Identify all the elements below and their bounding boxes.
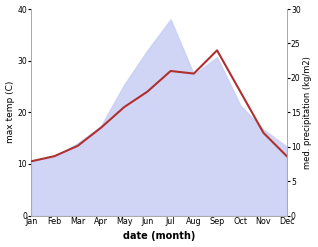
X-axis label: date (month): date (month) (123, 231, 195, 242)
Y-axis label: max temp (C): max temp (C) (5, 81, 15, 144)
Y-axis label: med. precipitation (kg/m2): med. precipitation (kg/m2) (303, 56, 313, 169)
